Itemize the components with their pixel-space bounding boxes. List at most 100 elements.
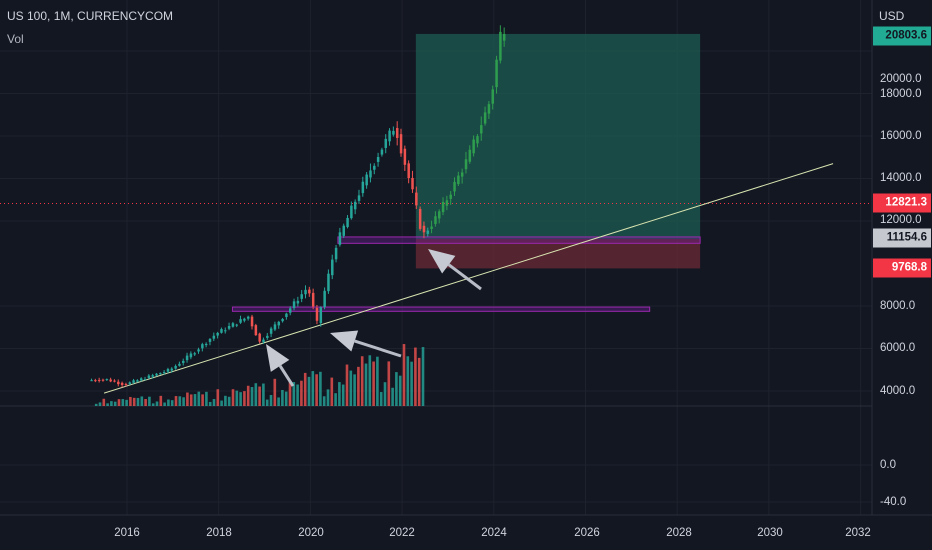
- volume-bar: [163, 402, 166, 406]
- candle-body: [357, 195, 361, 201]
- candle-body: [395, 128, 399, 138]
- candle-body: [235, 324, 239, 326]
- volume-bar: [151, 403, 155, 406]
- candle-body: [468, 149, 472, 162]
- candle-body: [178, 363, 181, 366]
- volume-bar: [246, 385, 250, 406]
- volume-bar: [262, 383, 265, 406]
- target-zone: [415, 33, 701, 239]
- volume-bar: [201, 394, 204, 406]
- candle-body: [453, 181, 456, 192]
- candle-body: [376, 156, 380, 162]
- candle-body: [143, 379, 147, 381]
- volume-bar: [227, 396, 231, 406]
- volume-bar: [417, 357, 421, 406]
- candle-body: [189, 353, 193, 358]
- candle-body: [361, 181, 365, 194]
- volume-bar: [140, 396, 144, 406]
- currency-unit[interactable]: USD: [879, 9, 905, 23]
- candle-body: [185, 355, 189, 361]
- volume-bar: [254, 383, 258, 406]
- target-entry-badge: 12821.3: [873, 193, 931, 213]
- candle-body: [319, 307, 323, 323]
- volume-bar: [372, 361, 375, 406]
- candle-body: [323, 290, 326, 308]
- candle-body: [331, 259, 334, 276]
- volume-bar: [208, 401, 212, 406]
- candle-body: [90, 380, 93, 382]
- candle-body: [281, 319, 284, 322]
- candle-body: [113, 380, 116, 382]
- volume-bar: [402, 344, 406, 406]
- candle-body: [132, 380, 135, 383]
- volume-bar: [148, 396, 151, 406]
- candle-body: [289, 308, 292, 313]
- volume-bar: [178, 396, 182, 406]
- candle-body: [109, 379, 112, 382]
- volume-bar: [239, 392, 242, 406]
- candle-body: [499, 31, 502, 61]
- volume-bar: [353, 374, 356, 406]
- volume-bar: [307, 376, 311, 406]
- candle-body: [434, 216, 437, 224]
- volume-bar: [250, 387, 254, 406]
- volume-bar: [159, 395, 163, 406]
- candle-body: [457, 175, 460, 185]
- time-tick-2026: 2026: [574, 527, 600, 539]
- candle-body: [155, 373, 158, 376]
- volume-bar: [167, 399, 170, 406]
- candle-body: [334, 247, 338, 260]
- volume-tick-neg40: -40.0: [880, 496, 907, 508]
- volume-bar: [277, 397, 280, 406]
- candle-body: [315, 307, 319, 321]
- candle-body: [147, 375, 151, 378]
- candle-body: [101, 379, 105, 381]
- candle-body: [292, 301, 296, 309]
- candle-body: [311, 292, 315, 307]
- candle-body: [212, 335, 216, 339]
- volume-bar: [387, 361, 391, 406]
- zone-support-2018: [231, 306, 651, 312]
- volume-bar: [349, 370, 353, 406]
- price-tick-16000: 16000.0: [880, 130, 922, 142]
- volume-bar: [345, 364, 349, 406]
- candle-body: [445, 200, 449, 206]
- time-tick-2018: 2018: [206, 527, 232, 539]
- volume-bar: [125, 399, 128, 406]
- volume-bar: [121, 399, 125, 406]
- candle-body: [128, 382, 132, 385]
- candle-body: [373, 165, 376, 170]
- candle-body: [411, 177, 414, 190]
- volume-bar: [311, 371, 315, 406]
- volume-bar: [110, 401, 113, 406]
- volume-bar: [383, 382, 387, 406]
- price-tick-12000: 12000.0: [880, 214, 922, 226]
- volume-bar: [379, 392, 383, 406]
- volume-bar: [129, 396, 132, 406]
- volume-bar: [94, 403, 98, 406]
- volume-bar: [334, 393, 337, 406]
- volume-bar: [391, 387, 394, 406]
- candle-body: [418, 208, 422, 229]
- candle-body: [159, 373, 162, 375]
- volume-bar: [315, 374, 318, 406]
- volume-bar: [296, 384, 299, 406]
- candle-body: [94, 380, 97, 382]
- volume-bar: [288, 380, 292, 406]
- candle-body: [139, 378, 143, 381]
- volume-bar: [155, 401, 159, 406]
- candle-body: [216, 332, 219, 336]
- candle-body: [346, 217, 349, 228]
- candle-body: [224, 330, 227, 332]
- arrow-annotation-2022: [428, 249, 482, 291]
- price-tick-4000: 4000.0: [880, 385, 916, 397]
- zone-support-2021: [337, 236, 701, 244]
- candle-body: [277, 321, 281, 326]
- candle-body: [426, 230, 430, 234]
- volume-bar: [170, 400, 174, 406]
- time-tick-2030: 2030: [757, 527, 783, 539]
- candle-body: [193, 353, 196, 355]
- candle-body: [480, 125, 483, 134]
